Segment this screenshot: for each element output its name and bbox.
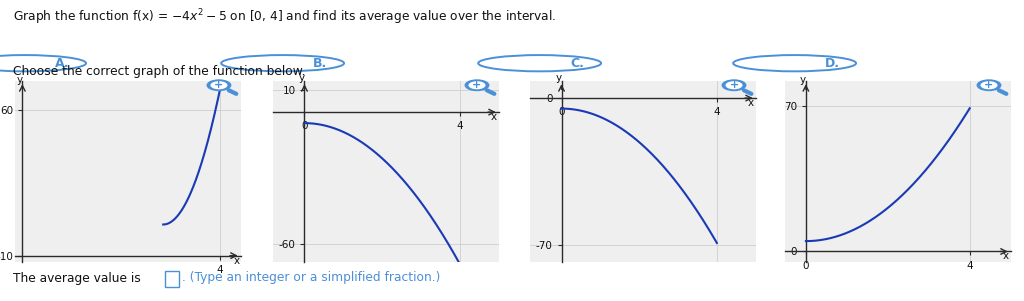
Text: Graph the function f(x) = $-4x^2 - 5$ on [0, 4] and find its average value over : Graph the function f(x) = $-4x^2 - 5$ on… bbox=[13, 8, 557, 27]
Circle shape bbox=[980, 81, 997, 89]
Text: +: + bbox=[214, 80, 223, 90]
Text: y: y bbox=[298, 73, 304, 83]
Text: . (Type an integer or a simplified fraction.): . (Type an integer or a simplified fract… bbox=[182, 271, 440, 284]
FancyBboxPatch shape bbox=[165, 271, 179, 287]
Circle shape bbox=[725, 81, 742, 89]
Text: y: y bbox=[555, 73, 561, 83]
Text: The average value is: The average value is bbox=[13, 272, 145, 285]
Text: +: + bbox=[984, 80, 993, 90]
Circle shape bbox=[207, 79, 231, 91]
Circle shape bbox=[465, 79, 489, 91]
Text: x: x bbox=[233, 256, 240, 266]
Text: y: y bbox=[800, 76, 806, 85]
Text: x: x bbox=[490, 112, 497, 122]
Text: B.: B. bbox=[313, 57, 328, 70]
Circle shape bbox=[722, 79, 746, 91]
Circle shape bbox=[977, 79, 1001, 91]
Text: Choose the correct graph of the function below.: Choose the correct graph of the function… bbox=[13, 65, 306, 78]
Circle shape bbox=[210, 81, 227, 89]
Text: +: + bbox=[472, 80, 481, 90]
Text: C.: C. bbox=[570, 57, 585, 70]
Text: D.: D. bbox=[825, 57, 841, 70]
Text: A.: A. bbox=[55, 57, 70, 70]
Circle shape bbox=[468, 81, 485, 89]
Text: y: y bbox=[16, 76, 23, 85]
Text: +: + bbox=[729, 80, 738, 90]
Text: x: x bbox=[748, 98, 754, 108]
Text: x: x bbox=[1002, 252, 1009, 262]
